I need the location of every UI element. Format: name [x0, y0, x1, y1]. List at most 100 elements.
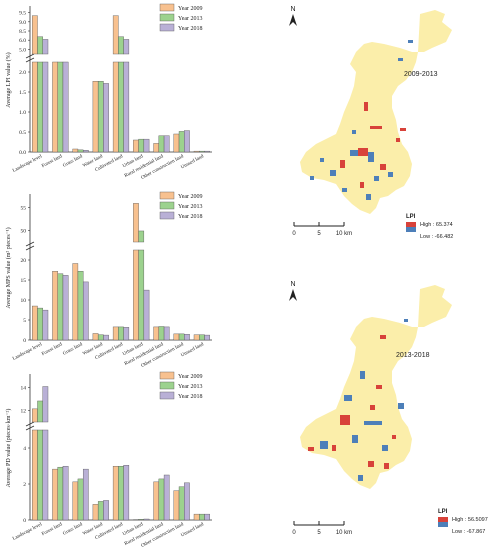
bar — [139, 519, 144, 520]
y-tick-label: 8.5 — [19, 29, 26, 35]
bar — [78, 479, 83, 520]
bar — [43, 310, 48, 340]
bar — [43, 430, 48, 520]
bar — [113, 466, 118, 520]
x-tick-label: Landscape level — [12, 522, 43, 542]
bar — [205, 514, 210, 520]
bar — [179, 334, 184, 340]
svg-text:10 km: 10 km — [336, 530, 352, 536]
bar — [78, 150, 83, 152]
bar — [194, 151, 199, 152]
bar — [124, 62, 129, 152]
legend-swatch — [160, 24, 174, 31]
bar — [174, 334, 179, 340]
bar — [118, 466, 123, 520]
bar — [205, 335, 210, 340]
y-tick-label: 0.5 — [19, 130, 26, 136]
bar — [179, 487, 184, 520]
bar — [174, 491, 179, 520]
y-tick-label: 4 — [23, 446, 26, 452]
legend-label: Year 2013 — [178, 204, 203, 210]
x-tick-label: Unused land — [180, 342, 205, 358]
bar — [118, 37, 123, 54]
bar — [159, 327, 164, 341]
y-tick-label: 5.0 — [19, 47, 26, 53]
bar — [93, 333, 98, 340]
bar — [139, 139, 144, 152]
bar — [103, 500, 108, 520]
bar — [179, 131, 184, 152]
legend-swatch — [160, 372, 174, 379]
y-tick-label: 5 — [23, 318, 26, 324]
legend-swatch — [160, 202, 174, 209]
bar — [98, 81, 103, 152]
legend-label: Year 2013 — [178, 16, 203, 22]
bar — [133, 250, 138, 340]
bar — [164, 327, 169, 340]
bar — [32, 430, 37, 520]
x-tick-label: Grass land — [62, 342, 84, 357]
y-axis-label: Average PD value (pieces·km⁻²) — [5, 409, 12, 488]
legend-low: Low : -66.482 — [420, 234, 453, 240]
period-label: 2013-2018 — [396, 352, 430, 359]
y-tick-label: 9.5 — [19, 11, 26, 17]
bar — [32, 306, 37, 340]
legend-label: Year 2013 — [178, 384, 203, 390]
legend-low: Low : -67.867 — [452, 529, 485, 535]
bar — [184, 334, 189, 340]
y-tick-label: 1.5 — [19, 90, 26, 96]
x-tick-label: Forest land — [41, 154, 64, 169]
legend-swatch — [160, 192, 174, 199]
legend-title: LPI — [406, 214, 416, 220]
bar — [63, 466, 68, 520]
scale-bar: 0 5 10 km — [292, 521, 352, 536]
y-axis-label: Average MPS value (m² pieces⁻¹) — [5, 227, 12, 308]
legend-label: Year 2009 — [178, 6, 203, 12]
period-label: 2009-2013 — [404, 71, 438, 78]
bar — [98, 335, 103, 340]
bar — [154, 482, 159, 520]
x-tick-label: Unused land — [180, 522, 205, 538]
legend-title: LPI — [438, 509, 448, 515]
bar — [32, 16, 37, 54]
legend-swatch — [160, 4, 174, 11]
scale-bar: 0 5 10 km — [292, 222, 352, 237]
bar — [154, 327, 159, 340]
bar — [37, 401, 42, 422]
y-tick-label: 55 — [21, 206, 27, 212]
bar — [164, 136, 169, 152]
bar — [52, 469, 57, 520]
bar — [43, 39, 48, 54]
x-tick-label: Unused land — [180, 154, 205, 170]
y-tick-label: 12 — [21, 409, 27, 415]
bar — [164, 475, 169, 520]
legend-high: High : 56.5097 — [452, 517, 488, 523]
legend-swatch — [160, 382, 174, 389]
bar — [73, 264, 78, 341]
legend-label: Year 2018 — [178, 214, 203, 220]
bar — [83, 282, 88, 340]
y-tick-label: 0 — [23, 338, 26, 344]
bar — [184, 483, 189, 520]
bar — [118, 327, 123, 340]
map-legend: LPI High : 56.5097 Low : -67.867 — [438, 509, 488, 535]
bar — [52, 271, 57, 340]
bar — [199, 335, 204, 340]
bar — [174, 134, 179, 152]
y-tick-label: 15 — [21, 278, 27, 284]
bar — [113, 62, 118, 152]
bar — [103, 83, 108, 152]
bar — [144, 519, 149, 520]
x-tick-label: Landscape level — [12, 154, 43, 174]
bar — [63, 62, 68, 152]
legend-swatch — [160, 392, 174, 399]
high-swatch — [406, 222, 416, 227]
bar — [43, 62, 48, 152]
bar — [32, 409, 37, 422]
low-swatch — [406, 227, 416, 232]
svg-text:5: 5 — [317, 530, 321, 536]
bar — [113, 16, 118, 54]
